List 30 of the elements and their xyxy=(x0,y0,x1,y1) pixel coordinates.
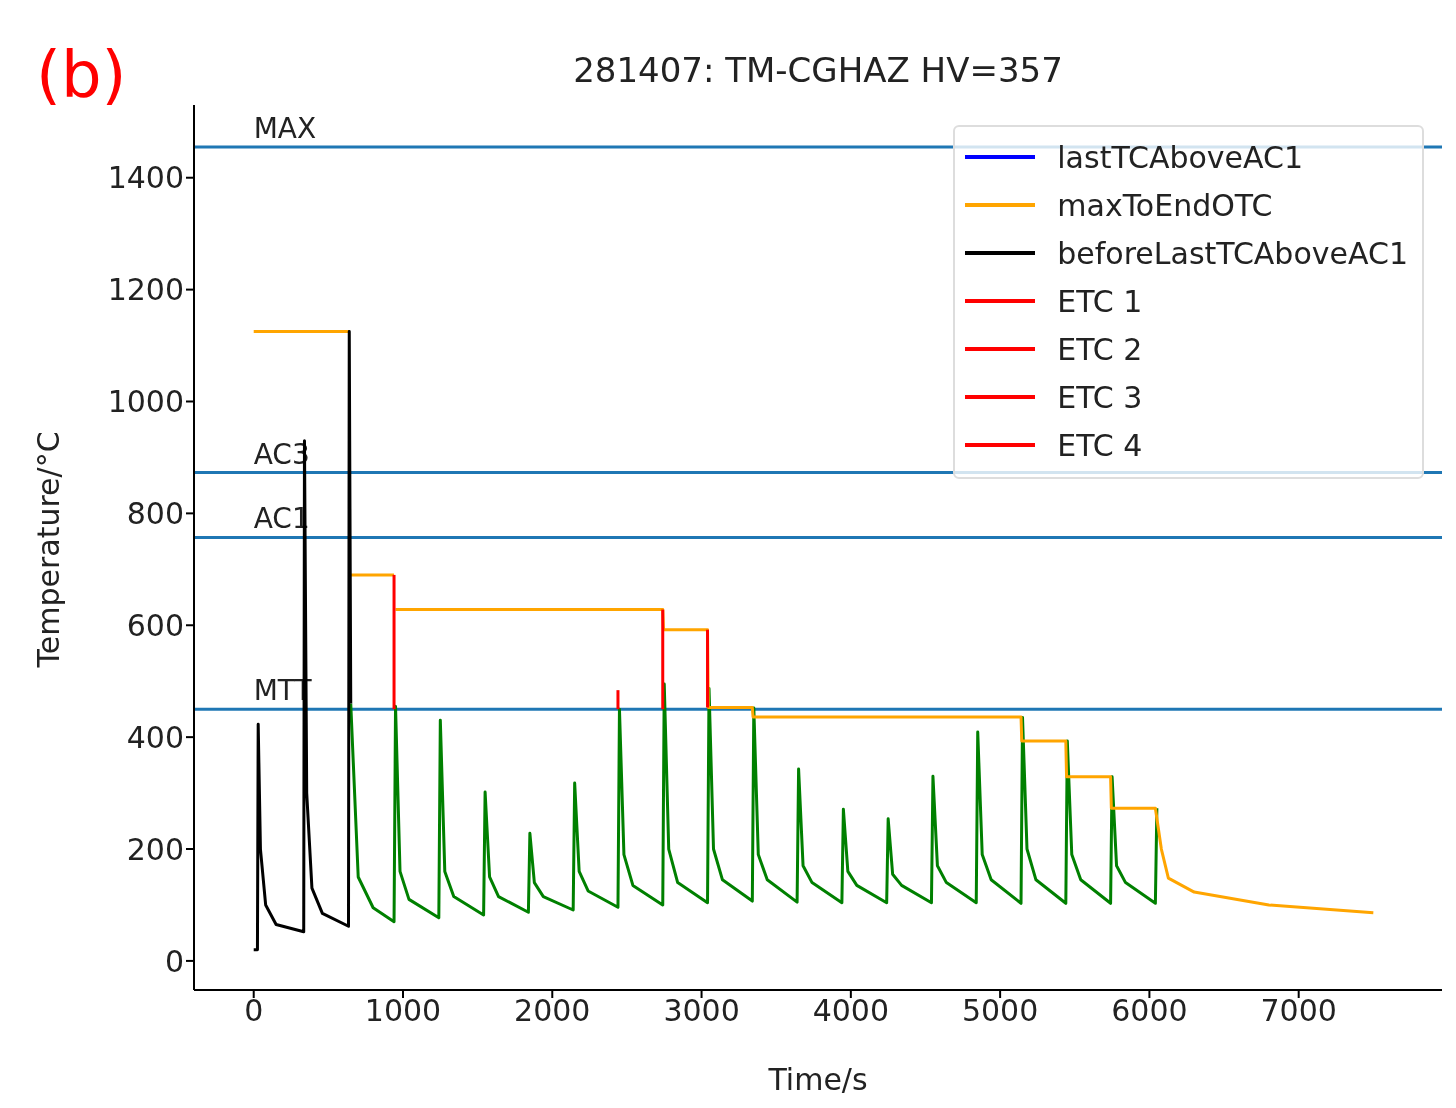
y-tick-label: 0 xyxy=(164,943,184,979)
y-tick-label: 1400 xyxy=(107,160,184,196)
legend-label: beforeLastTCAboveAC1 xyxy=(1057,235,1408,271)
x-tick-label: 7000 xyxy=(1260,993,1337,1029)
y-tick-label: 200 xyxy=(126,831,184,867)
y-tick-label: 1200 xyxy=(107,272,184,308)
text: (b) xyxy=(36,38,127,112)
y-tick-label: 600 xyxy=(126,607,184,643)
y-tick-label: 400 xyxy=(126,719,184,755)
x-axis-title: Time/s xyxy=(767,1062,868,1097)
x-tick-label: 0 xyxy=(244,993,264,1029)
y-tick-label: 1000 xyxy=(107,384,184,420)
legend-label: ETC 2 xyxy=(1057,331,1143,367)
x-tick-label: 6000 xyxy=(1111,993,1188,1029)
x-tick-label: 1000 xyxy=(364,993,442,1029)
legend-label: ETC 1 xyxy=(1057,283,1143,319)
legend-label: maxToEndOTC xyxy=(1057,187,1273,223)
x-tick-label: 3000 xyxy=(663,993,740,1029)
chart-title: 281407: TM-CGHAZ HV=357 xyxy=(572,50,1064,90)
legend-label: lastTCAboveAC1 xyxy=(1057,139,1304,175)
legend-label: ETC 3 xyxy=(1057,379,1143,415)
x-tick-label: 5000 xyxy=(961,993,1039,1029)
x-tick-label: 2000 xyxy=(514,993,591,1029)
y-tick-label: 800 xyxy=(126,496,184,532)
ref-line-label: MAX xyxy=(253,111,317,145)
legend-label: ETC 4 xyxy=(1057,427,1143,463)
line-series xyxy=(252,330,353,952)
line-series xyxy=(349,682,1159,924)
y-axis-title: Temperature/°C xyxy=(30,431,66,669)
x-tick-label: 4000 xyxy=(812,993,890,1029)
